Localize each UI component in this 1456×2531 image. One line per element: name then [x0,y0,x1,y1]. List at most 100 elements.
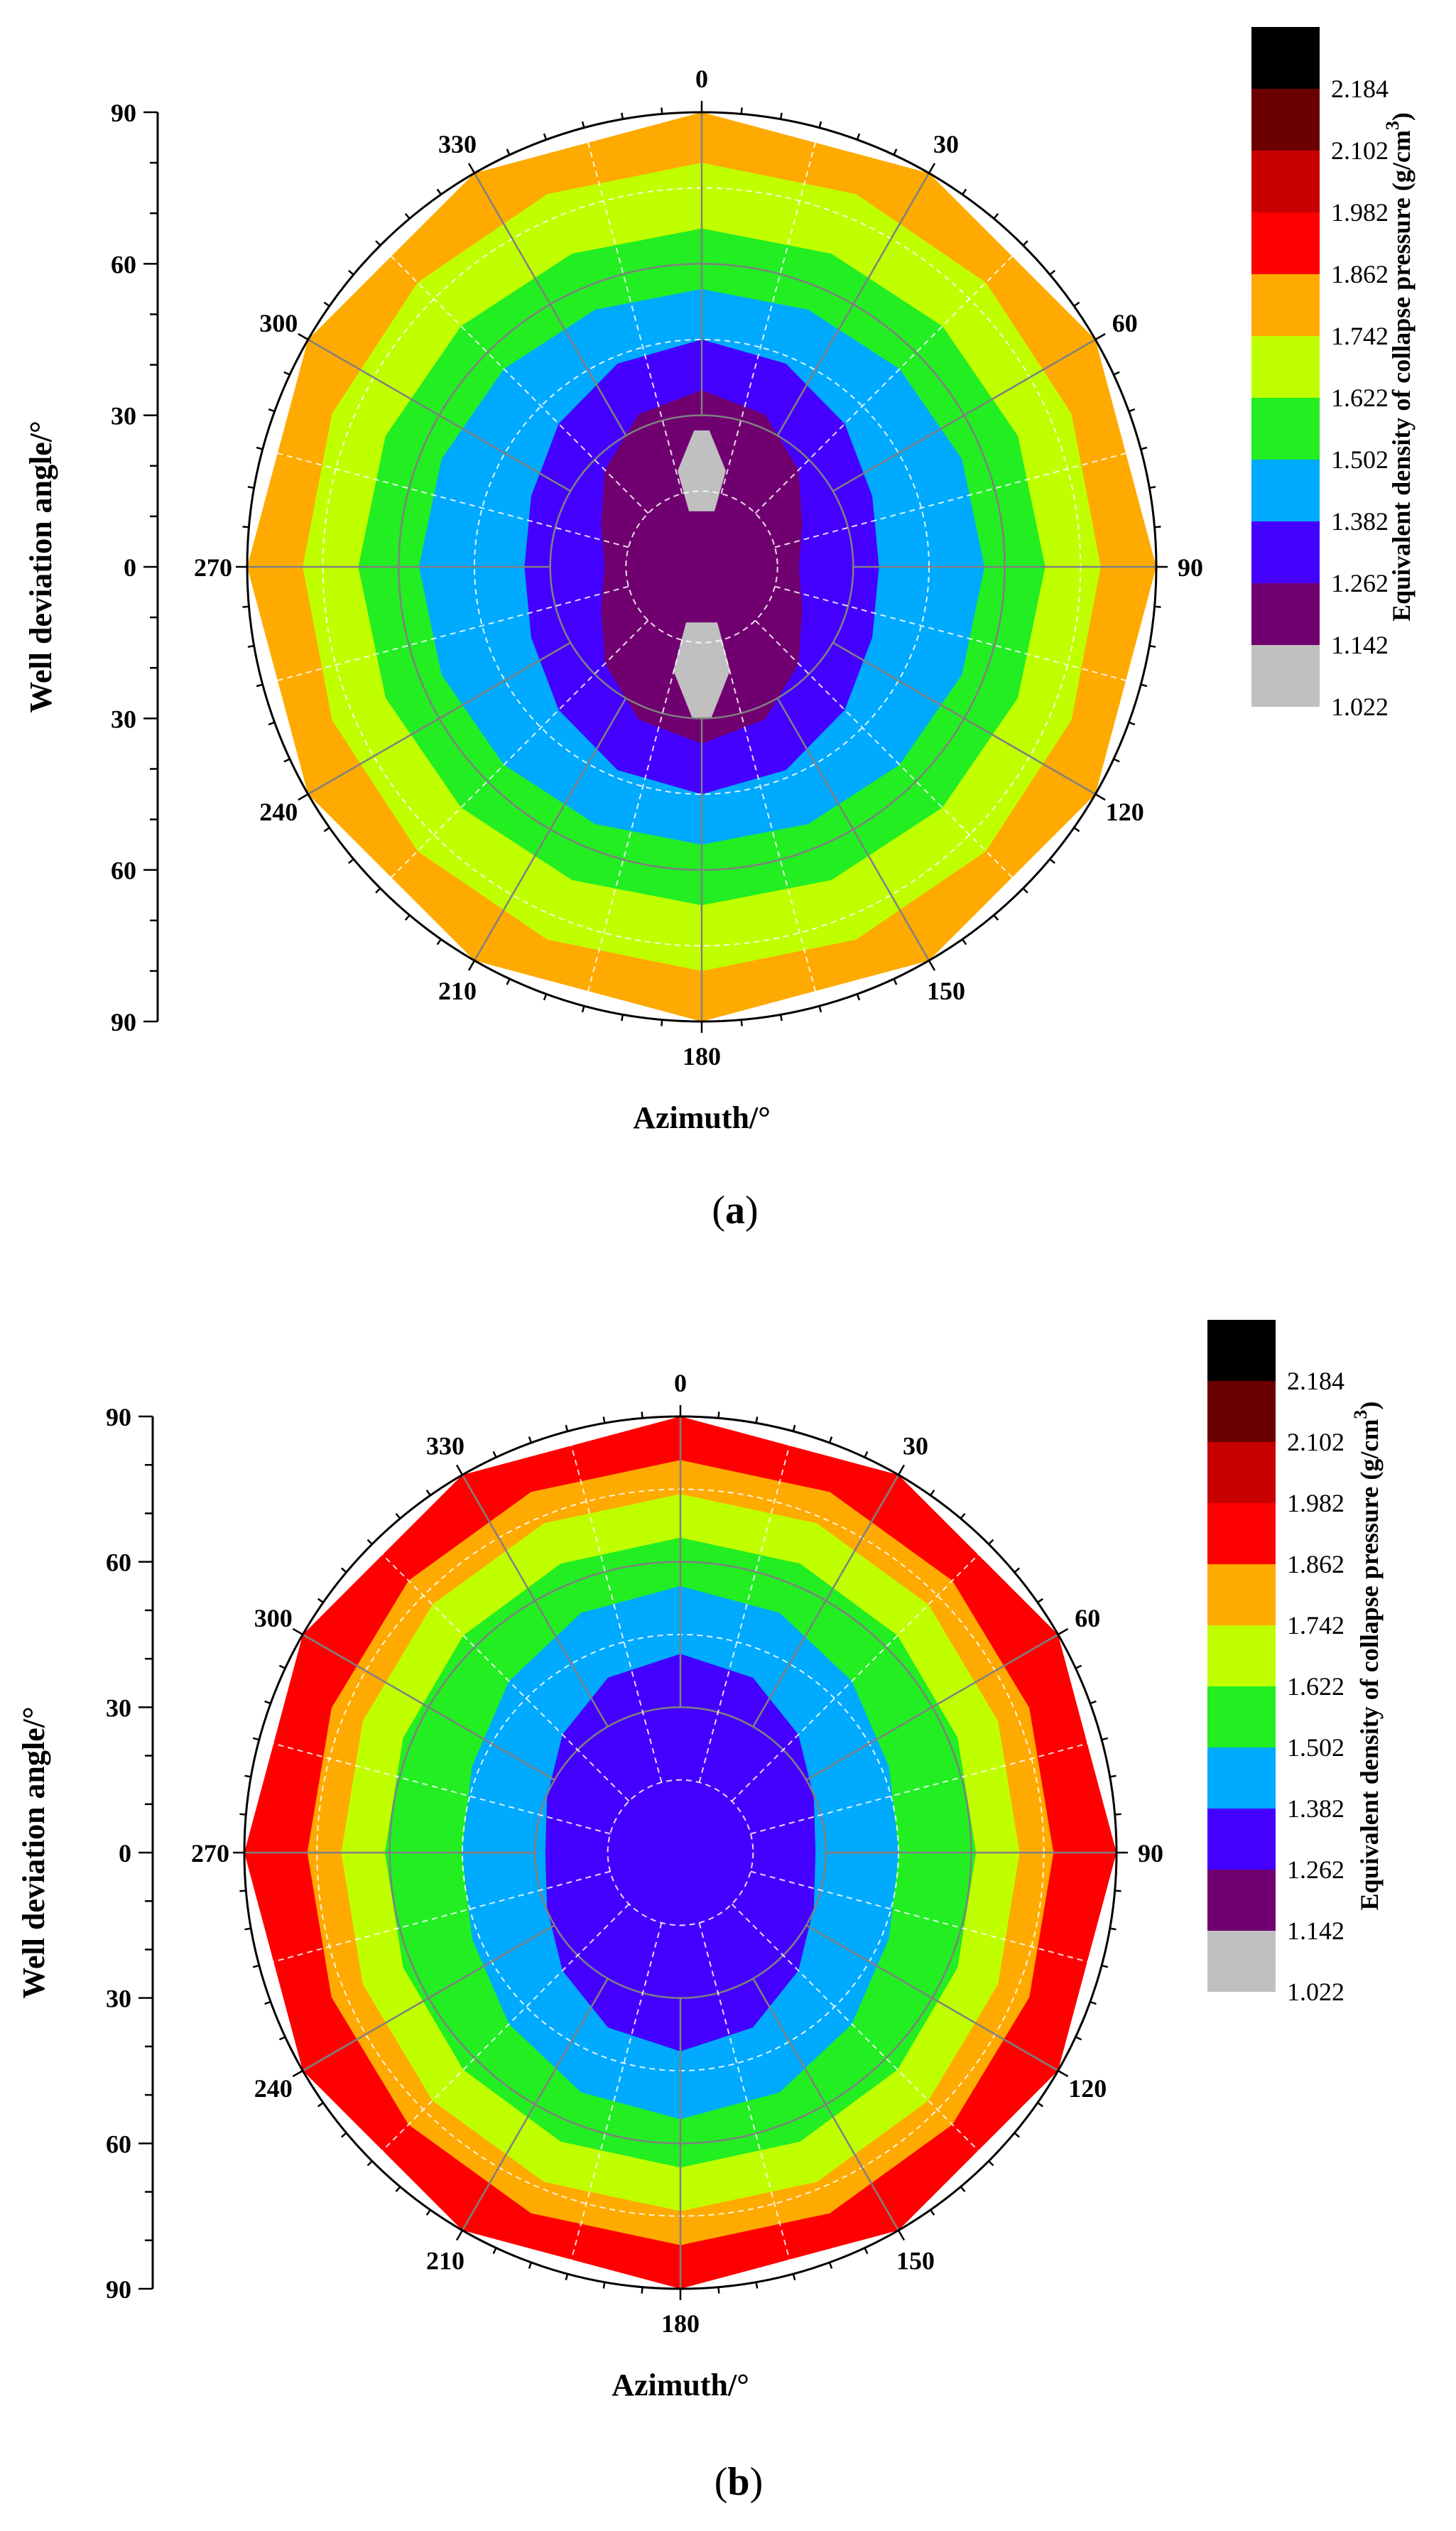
azimuth-tick-label: 330 [426,1432,464,1460]
azimuth-tick [1109,1927,1117,1931]
azimuth-tick-label: 300 [259,309,298,337]
legend-label: 1.142 [1287,1917,1344,1945]
azimuth-tick [1073,301,1080,307]
low-value-lobe [673,622,730,719]
azimuth-tick [506,148,511,156]
azimuth-tick [988,1539,994,1545]
grid-radial-line [776,698,930,961]
azimuth-tick [1094,793,1106,801]
azimuth-tick [1149,644,1156,648]
legend-label: 2.102 [1287,1428,1344,1456]
deviation-tick-label: 30 [106,1985,131,2013]
legend-swatch [1207,1747,1276,1809]
grid-radial-line-dashed [379,619,649,889]
azimuth-tick [1128,408,1136,413]
azimuth-tick [1154,526,1161,529]
azimuth-tick [425,1489,431,1496]
azimuth-tick [1014,1567,1021,1573]
deviation-tick-label: 30 [106,1693,131,1722]
grid-radial-line [752,1474,900,1728]
azimuth-tick-label: 270 [194,553,232,582]
azimuth-tick [641,1411,643,1419]
azimuth-tick [283,371,290,376]
azimuth-tick [366,1539,373,1545]
azimuth-tick [993,914,999,921]
azimuth-tick [247,486,254,489]
azimuth-tick [856,993,861,1001]
legend-label: 1.982 [1287,1489,1344,1517]
grid-radial-line-dashed [371,1903,630,2162]
azimuth-tick [565,1424,569,1432]
azimuth-tick [897,1464,906,1475]
legend-swatch [1207,1870,1276,1931]
legend-label: 1.262 [1331,569,1389,597]
azimuth-tick [455,1464,464,1475]
legend-label: 1.862 [1287,1550,1344,1578]
grid-radial-line [776,173,930,436]
azimuth-tick [1140,446,1148,450]
azimuth-tick [930,1489,935,1496]
deviation-tick-label: 30 [111,705,136,733]
azimuth-tick [928,960,936,971]
legend-swatch [1207,1625,1276,1686]
legend-swatch [1207,1686,1276,1747]
azimuth-tick [239,1890,246,1892]
azimuth-tick [252,1737,260,1741]
azimuth-tick [1037,2102,1044,2108]
y-axis-title: Well deviation angle/° [16,1706,51,1998]
legend-swatch [1251,521,1320,583]
grid-radial-line-dashed [720,127,820,494]
azimuth-tick [641,2287,643,2294]
grid-radial-line-dashed [262,448,629,548]
legend-swatch [1251,460,1320,521]
grid-radial-line-dashed [698,1431,794,1783]
contour-band-indigo [545,1654,816,2052]
grid-radial-line-dashed [567,1431,663,1783]
azimuth-tick [347,269,354,276]
grid-radial-line-dashed [371,1544,630,1802]
azimuth-tick [993,212,999,220]
panel-b: 0306090120150180210240270300330906030030… [16,1320,1384,2504]
azimuth-tick [602,2282,606,2289]
azimuth-tick [1022,240,1028,246]
azimuth-tick [298,793,309,801]
azimuth-tick [828,2262,833,2269]
azimuth-tick [436,188,442,195]
deviation-tick-label: 0 [124,553,136,582]
contour-band-purple [601,390,803,744]
azimuth-tick [1113,758,1120,763]
azimuth-tick [779,112,783,119]
azimuth-tick [792,2273,796,2281]
legend-swatch [1251,151,1320,212]
legend-swatch [1251,212,1320,274]
azimuth-tick [1075,2036,1082,2041]
azimuth-tick [1114,1890,1121,1892]
azimuth-tick [404,212,411,220]
azimuth-tick-label: 120 [1068,2074,1107,2103]
azimuth-tick [323,301,330,307]
grid-radial-line-dashed [754,244,1024,514]
azimuth-tick [1073,827,1080,833]
grid-radial-line [805,1924,1059,2072]
azimuth-tick [1101,1964,1109,1968]
grid-radial-line [473,173,627,436]
azimuth-tick [856,133,861,141]
azimuth-tick [621,1014,624,1021]
legend-swatch [1207,1442,1276,1503]
azimuth-tick [317,1598,324,1603]
azimuth-tick [244,1927,251,1931]
grid-radial-line-dashed [750,1870,1102,1966]
azimuth-tick [1022,887,1028,894]
panel-label: (a) [712,1188,758,1232]
azimuth-tick [893,148,898,156]
azimuth-tick [621,112,624,119]
legend-label: 1.862 [1331,260,1389,288]
legend-label: 1.742 [1331,322,1389,350]
legend-title: Equivalent density of collapse pressure … [1382,112,1416,622]
azimuth-tick [1014,2132,1021,2138]
azimuth-tick [818,1005,822,1013]
legend-label: 1.382 [1331,507,1389,536]
azimuth-tick [298,332,309,341]
grid-radial-line [302,1924,555,2072]
azimuth-tick [455,2230,464,2241]
